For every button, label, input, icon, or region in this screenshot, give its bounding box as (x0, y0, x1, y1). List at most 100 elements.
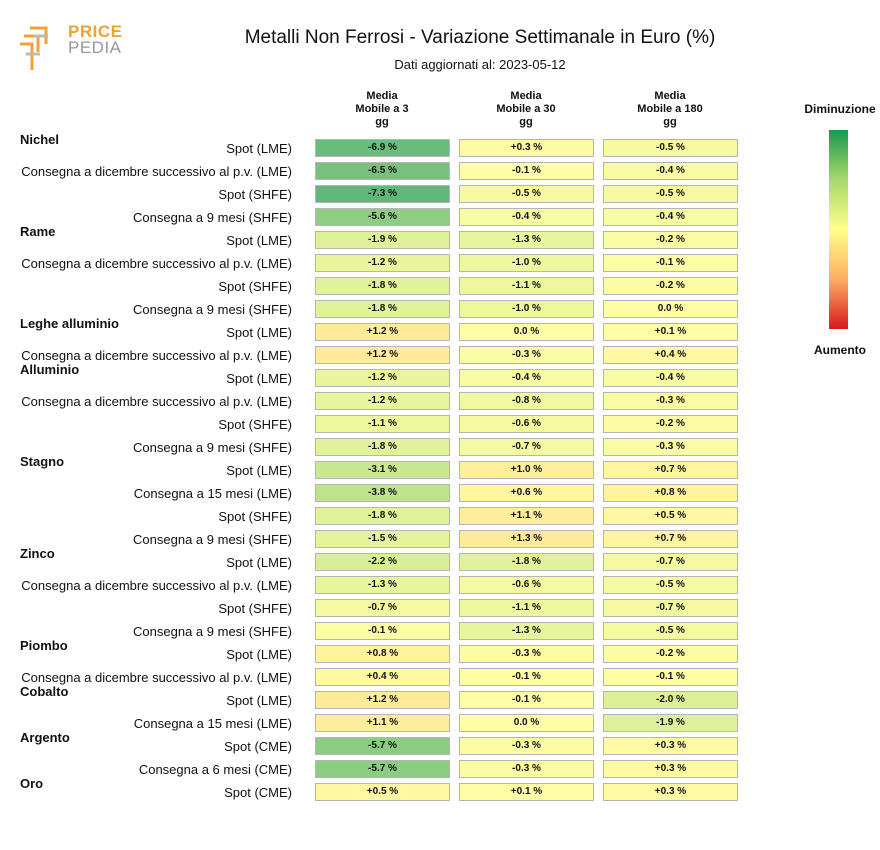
value-cell: -0.5 % (603, 576, 738, 594)
column-header-2: Media Mobile a 30 gg (458, 90, 594, 129)
table-row: Oro Spot (CME) +0.5 % +0.1 % +0.3 % (0, 776, 760, 805)
value-cell: -0.2 % (603, 415, 738, 433)
value-cell: -1.9 % (603, 714, 738, 732)
value-cell: -0.7 % (603, 599, 738, 617)
table-row: Spot (SHFE) -1.8 % +1.1 % +0.5 % (0, 506, 760, 529)
chart-subtitle: Dati aggiornati al: 2023-05-12 (394, 57, 566, 72)
table-row: Consegna a dicembre successivo al p.v. (… (0, 575, 760, 598)
value-cell: -1.8 % (315, 507, 450, 525)
table-row: Spot (SHFE) -1.8 % -1.1 % -0.2 % (0, 276, 760, 299)
table-row: Consegna a 15 mesi (LME) -3.8 % +0.6 % +0.8… (0, 483, 760, 506)
value-cell: -3.1 % (315, 461, 450, 479)
contract-label: Spot (SHFE) (218, 509, 292, 524)
value-cell: -0.3 % (603, 438, 738, 456)
contract-label: Consegna a 9 mesi (SHFE) (133, 302, 292, 317)
table-row: Consegna a 6 mesi (CME) -5.7 % -0.3 % +0.3 … (0, 759, 760, 782)
value-cell: -5.7 % (315, 760, 450, 778)
contract-label: Spot (LME) (226, 693, 292, 708)
contract-label: Spot (SHFE) (218, 187, 292, 202)
value-cell: +1.3 % (459, 530, 594, 548)
column-header-line: Mobile a 30 (496, 103, 556, 115)
value-cell: +0.3 % (459, 139, 594, 157)
value-cell: +0.1 % (459, 783, 594, 801)
value-cell: -0.5 % (603, 622, 738, 640)
table-row: Consegna a dicembre successivo al p.v. (… (0, 391, 760, 414)
table-row: Piombo Spot (LME) +0.8 % -0.3 % -0.2 % (0, 638, 760, 667)
table-row: Consegna a 9 mesi (SHFE) -1.8 % -1.0 % 0.0 … (0, 299, 760, 322)
value-cell: -0.5 % (459, 185, 594, 203)
value-cell: -0.5 % (603, 185, 738, 203)
table-row: Cobalto Spot (LME) +1.2 % -0.1 % -2.0 % (0, 684, 760, 713)
contract-label: Spot (LME) (226, 463, 292, 478)
value-cell: +1.2 % (315, 323, 450, 341)
value-cell: 0.0 % (459, 323, 594, 341)
value-cell: -1.2 % (315, 392, 450, 410)
logo-mark-icon (20, 26, 48, 70)
value-cell: +1.0 % (459, 461, 594, 479)
contract-label: Consegna a 15 mesi (LME) (133, 486, 292, 501)
color-scale-bar (829, 130, 848, 329)
logo-line-1: PRICE (68, 22, 123, 41)
value-cell: -1.2 % (315, 254, 450, 272)
table-row: Consegna a dicembre successivo al p.v. (… (0, 345, 760, 368)
value-cell: +0.7 % (603, 461, 738, 479)
metal-group-label: Stagno (20, 454, 65, 469)
value-cell: -3.8 % (315, 484, 450, 502)
value-cell: +0.4 % (603, 346, 738, 364)
value-cell: -0.2 % (603, 231, 738, 249)
value-cell: -1.8 % (315, 277, 450, 295)
table-row: Stagno Spot (LME) -3.1 % +1.0 % +0.7 % (0, 454, 760, 483)
column-header-line: gg (519, 116, 533, 128)
contract-label: Spot (LME) (226, 371, 292, 386)
value-cell: +0.3 % (603, 737, 738, 755)
value-cell: +0.1 % (603, 323, 738, 341)
metal-group-label: Rame (20, 224, 56, 239)
value-cell: +1.1 % (459, 507, 594, 525)
value-cell: -0.4 % (459, 208, 594, 226)
value-cell: -6.9 % (315, 139, 450, 157)
value-cell: -1.5 % (315, 530, 450, 548)
legend-top-label: Diminuzione (804, 102, 876, 116)
value-cell: -5.6 % (315, 208, 450, 226)
column-header-line: Media (366, 90, 398, 102)
value-cell: -1.3 % (315, 576, 450, 594)
value-cell: -0.1 % (603, 668, 738, 686)
contract-label: Consegna a dicembre successivo al p.v. (… (21, 578, 292, 593)
chart-title: Metalli Non Ferrosi - Variazione Settima… (244, 27, 716, 48)
contract-label: Spot (LME) (226, 233, 292, 248)
contract-label: Consegna a 6 mesi (CME) (138, 762, 292, 777)
table-row: Alluminio Spot (LME) -1.2 % -0.4 % -0.4 % (0, 362, 760, 391)
value-cell: 0.0 % (603, 300, 738, 318)
contract-label: Consegna a 9 mesi (SHFE) (133, 624, 292, 639)
column-header-line: gg (663, 116, 677, 128)
value-cell: -2.0 % (603, 691, 738, 709)
column-header-1: Media Mobile a 3 gg (314, 90, 450, 129)
value-cell: -0.7 % (315, 599, 450, 617)
value-cell: +1.1 % (315, 714, 450, 732)
contract-label: Consegna a dicembre successivo al p.v. (… (21, 670, 292, 685)
value-cell: +0.6 % (459, 484, 594, 502)
contract-label: Spot (SHFE) (218, 601, 292, 616)
value-cell: -0.4 % (459, 369, 594, 387)
column-header-line: Mobile a 180 (637, 103, 703, 115)
logo-text: PRICE PEDIA (68, 22, 123, 56)
table-row: Consegna a 9 mesi (SHFE) -1.5 % +1.3 % +0.7… (0, 529, 760, 552)
value-cell: -1.2 % (315, 369, 450, 387)
contract-label: Consegna a dicembre successivo al p.v. (… (21, 256, 292, 271)
table-row: Consegna a dicembre successivo al p.v. (… (0, 253, 760, 276)
value-cell: -7.3 % (315, 185, 450, 203)
contract-label: Spot (SHFE) (218, 417, 292, 432)
legend-bottom-label: Aumento (814, 343, 866, 357)
table-row: Zinco Spot (LME) -2.2 % -1.8 % -0.7 % (0, 546, 760, 575)
value-cell: -0.3 % (459, 645, 594, 663)
table-row: Consegna a 9 mesi (SHFE) -0.1 % -1.3 % -0.5… (0, 621, 760, 644)
table-row: Consegna a dicembre successivo al p.v. (… (0, 667, 760, 690)
table-row: Spot (SHFE) -7.3 % -0.5 % -0.5 % (0, 184, 760, 207)
metal-group-label: Zinco (20, 546, 55, 561)
value-cell: -0.3 % (459, 760, 594, 778)
value-cell: -0.1 % (315, 622, 450, 640)
value-cell: -0.4 % (603, 369, 738, 387)
value-cell: +1.2 % (315, 691, 450, 709)
value-cell: -0.3 % (459, 346, 594, 364)
value-cell: -0.7 % (603, 553, 738, 571)
